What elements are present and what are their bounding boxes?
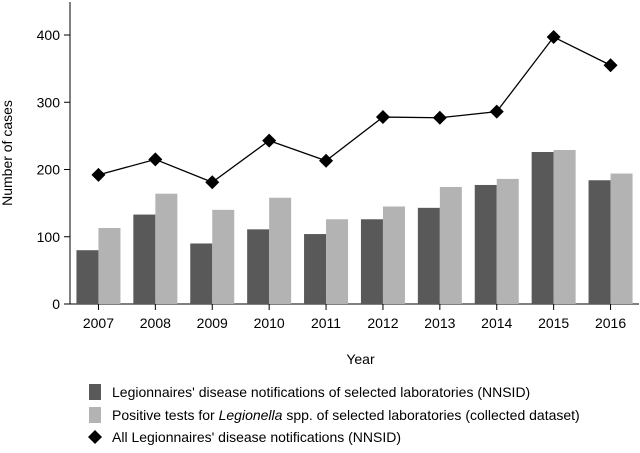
- y-tick-label: 400: [37, 27, 61, 43]
- line-point-2008: [148, 152, 163, 167]
- bar-positive-tests-2016: [610, 173, 633, 304]
- line-point-2011: [319, 153, 334, 168]
- bar-notifications-selected-labs-2015: [531, 152, 554, 304]
- bar-positive-tests-2013: [439, 186, 462, 304]
- bar-notifications-selected-labs-2013: [417, 207, 440, 304]
- bar-positive-tests-2012: [382, 206, 405, 304]
- y-tick-label: 0: [52, 296, 60, 312]
- x-axis-label: Year: [346, 351, 375, 367]
- bar-notifications-selected-labs-2011: [304, 234, 327, 304]
- bar-positive-tests-2008: [155, 193, 178, 304]
- legend-swatch-all-notifications: [88, 430, 102, 444]
- bar-notifications-selected-labs-2012: [360, 219, 383, 304]
- legend-label-positive-tests: Positive tests for Legionella spp. of se…: [112, 407, 580, 423]
- bar-positive-tests-2007: [98, 228, 121, 304]
- x-tick-label: 2011: [311, 315, 341, 331]
- bar-positive-tests-2010: [269, 197, 292, 304]
- line-point-2009: [205, 175, 220, 190]
- line-point-2007: [91, 167, 106, 182]
- x-tick-label: 2015: [538, 315, 569, 331]
- x-tick-label: 2014: [481, 315, 512, 331]
- bar-notifications-selected-labs-2007: [76, 250, 99, 304]
- bar-positive-tests-2011: [326, 219, 349, 304]
- bar-notifications-selected-labs-2010: [247, 229, 270, 304]
- line-point-2015: [546, 30, 561, 45]
- x-tick-label: 2016: [595, 315, 626, 331]
- bar-notifications-selected-labs-2016: [588, 180, 611, 304]
- legend-label-all-notifications: All Legionnaires' disease notifications …: [112, 429, 401, 445]
- x-tick-label: 2010: [254, 315, 285, 331]
- y-axis-label: Number of cases: [0, 100, 15, 206]
- bar-notifications-selected-labs-2014: [474, 184, 497, 304]
- x-tick-label: 2013: [424, 315, 455, 331]
- bar-notifications-selected-labs-2008: [133, 214, 156, 304]
- x-tick-label: 2012: [367, 315, 398, 331]
- line-point-2016: [603, 58, 618, 73]
- line-point-2014: [489, 104, 504, 119]
- y-tick-label: 100: [37, 229, 61, 245]
- bar-notifications-selected-labs-2009: [190, 243, 213, 304]
- y-tick-label: 200: [37, 162, 61, 178]
- series-line-all-notifications: [98, 36, 611, 184]
- legend-swatch-positive-tests: [89, 407, 101, 423]
- bar-positive-tests-2014: [496, 178, 519, 304]
- line-point-2010: [262, 133, 277, 148]
- legend-swatch-notifications-selected-labs: [89, 384, 101, 400]
- line-point-2012: [375, 110, 390, 125]
- x-tick-label: 2009: [197, 315, 228, 331]
- y-tick-label: 300: [37, 94, 61, 110]
- line-point-2013: [432, 110, 447, 125]
- x-tick-label: 2008: [140, 315, 171, 331]
- x-tick-label: 2007: [83, 315, 114, 331]
- bar-positive-tests-2009: [212, 209, 235, 304]
- bar-positive-tests-2015: [553, 149, 576, 304]
- legend-label-notifications-selected-labs: Legionnaires' disease notifications of s…: [112, 384, 530, 400]
